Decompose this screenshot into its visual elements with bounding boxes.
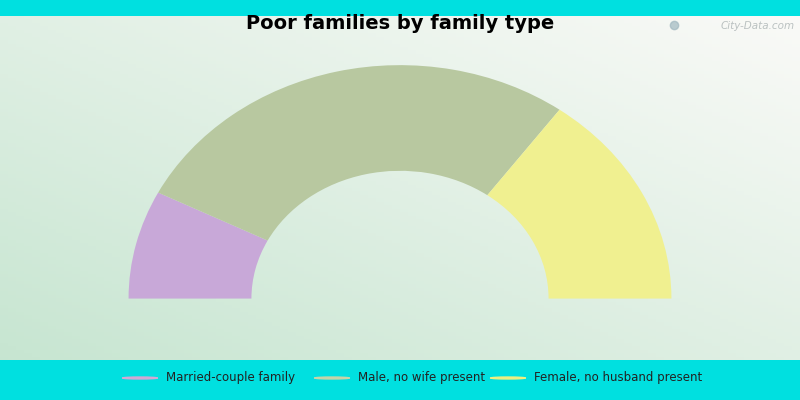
Circle shape (314, 377, 350, 379)
Text: Poor families by family type: Poor families by family type (246, 14, 554, 33)
Circle shape (122, 377, 158, 379)
Text: Married-couple family: Married-couple family (166, 372, 294, 384)
Wedge shape (158, 65, 559, 240)
Wedge shape (129, 192, 268, 298)
Circle shape (490, 377, 526, 379)
Text: Male, no wife present: Male, no wife present (358, 372, 485, 384)
Text: City-Data.com: City-Data.com (720, 21, 794, 31)
Text: Female, no husband present: Female, no husband present (534, 372, 702, 384)
Wedge shape (487, 110, 671, 298)
